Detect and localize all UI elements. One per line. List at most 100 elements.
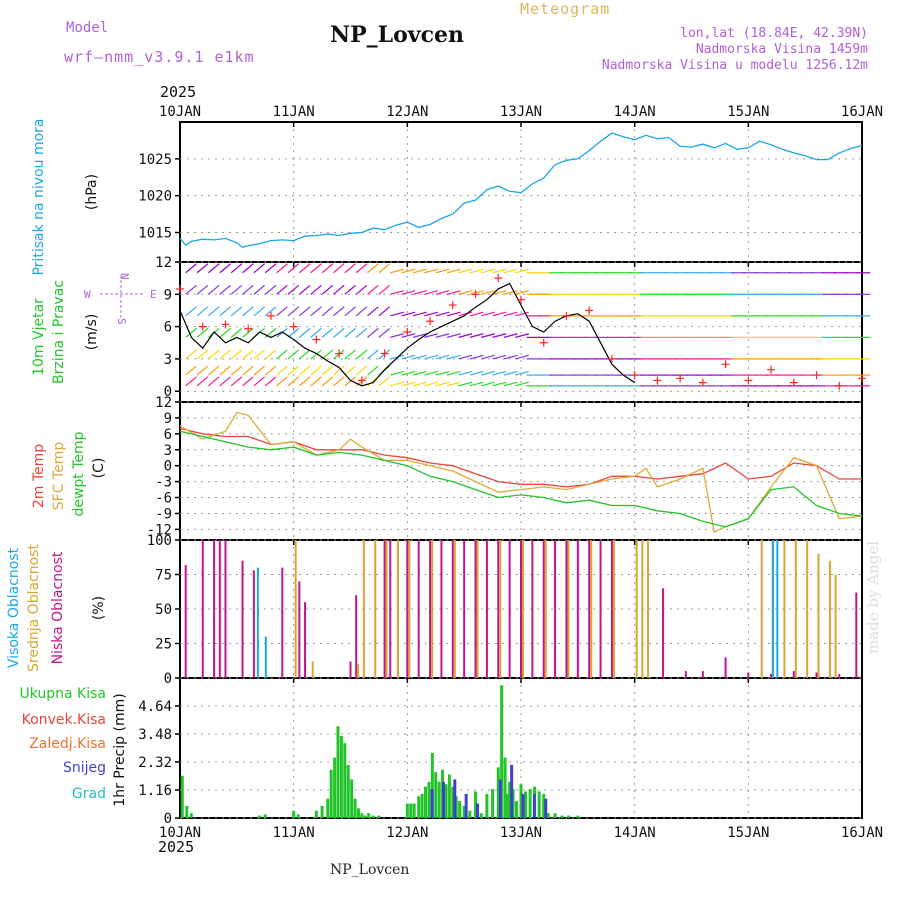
wind-arrow — [458, 311, 473, 317]
panel-frame-temperature — [179, 401, 863, 541]
y-tick-label: 4.64 — [138, 699, 172, 715]
wind-arrow — [401, 354, 416, 360]
rain-total-bar — [462, 805, 466, 818]
rain-total-bar — [560, 815, 564, 818]
compass-n: N — [118, 273, 131, 280]
y-tick-label: 3 — [164, 352, 172, 368]
wind-arrow — [390, 290, 404, 295]
wind-arrow — [446, 333, 461, 338]
wind-arrow — [344, 327, 356, 338]
temp-axis-label: 2m Temp — [31, 444, 47, 508]
wind-arrow — [435, 354, 450, 360]
wind-arrow — [503, 290, 518, 295]
x-tick-label-top: 10JAN — [159, 104, 201, 120]
gust-marker — [789, 378, 798, 387]
wind-arrow — [446, 354, 461, 360]
rain-total-bar — [292, 810, 296, 818]
wind-arrow — [264, 349, 277, 360]
wind-arrow — [321, 376, 334, 387]
x-tick-label-top: 13JAN — [500, 104, 542, 120]
gust-marker — [562, 311, 571, 320]
wind-arrow — [287, 263, 300, 274]
wind-arrow — [196, 365, 209, 376]
y-tick-label: 1015 — [138, 226, 172, 242]
wind-arrow — [230, 306, 243, 317]
wind-arrow — [287, 349, 300, 360]
wind-arrow — [298, 365, 311, 376]
rain-total-bar — [505, 793, 509, 818]
y-tick-label: -6 — [155, 491, 172, 507]
rain-total-bar — [417, 796, 421, 818]
snow-bar — [521, 793, 525, 818]
rain-total-bar — [412, 803, 416, 818]
wind-arrow — [287, 365, 300, 376]
wind-arrow — [344, 365, 356, 376]
wind-arrow — [412, 333, 427, 338]
x-tick-label-bottom: 14JAN — [614, 825, 656, 841]
rain-total-bar — [363, 815, 367, 818]
wind-arrow — [446, 370, 461, 376]
wind-arrow — [276, 376, 288, 387]
temp-unit-label: (C) — [91, 458, 107, 479]
wind-arrow — [458, 354, 473, 360]
snow-bar — [476, 803, 480, 818]
wind-arrow — [401, 268, 416, 274]
rain-total-bar — [437, 781, 441, 818]
rain-total-bar — [447, 774, 451, 818]
wind-arrow — [276, 263, 288, 274]
wind-arrow — [492, 268, 507, 274]
rain-total-bar — [474, 791, 478, 818]
y-tick-label: 1020 — [138, 189, 172, 205]
rain-total-bar — [409, 803, 413, 818]
pressure-axis-label: Pritisak na nivou mora — [31, 118, 47, 275]
wind-axis-label: 10m Vjetar — [31, 298, 47, 376]
wind-arrow — [446, 290, 461, 295]
wind-arrow — [287, 284, 300, 295]
gust-marker — [403, 328, 412, 336]
wind-arrow — [503, 354, 518, 360]
wind-arrow — [230, 349, 243, 360]
precip-legend-item: Snijeg — [63, 760, 106, 776]
wind-arrow — [355, 349, 368, 360]
wind-arrow — [208, 284, 220, 295]
wind-arrow — [276, 327, 288, 338]
wind-arrow — [515, 370, 529, 376]
wind-arrow — [492, 311, 507, 317]
meteogram-label: Meteogram — [520, 0, 611, 18]
wind-arrow — [435, 311, 450, 317]
wind-arrow — [515, 381, 529, 387]
wind-arrow — [321, 349, 334, 360]
wind-arrow — [469, 311, 484, 317]
y-tick-label: 100 — [147, 533, 172, 549]
wind-arrow — [253, 263, 265, 274]
wind-arrow — [355, 365, 368, 376]
rain-total-bar — [180, 775, 184, 818]
y-tick-label: 9 — [164, 287, 172, 303]
wind-arrow — [492, 333, 507, 338]
gust-marker — [357, 376, 366, 385]
wind-arrow — [503, 370, 518, 376]
rain-total-bar — [451, 786, 455, 818]
wind-arrow — [401, 381, 416, 387]
wind-arrow — [344, 284, 356, 295]
precip-legend-item: Zaledj.Kisa — [29, 736, 106, 752]
wind-arrow — [435, 290, 450, 295]
wind-arrow — [367, 365, 379, 376]
rain-total-bar — [491, 789, 495, 818]
wind-arrow — [481, 333, 495, 338]
wind-arrow — [219, 376, 231, 387]
year-top: 2025 — [160, 83, 197, 101]
x-tick-label-bottom: 13JAN — [500, 825, 542, 841]
gust-marker — [448, 301, 457, 310]
wind-arrow — [333, 376, 345, 387]
rain-total-bar — [350, 779, 354, 818]
wind-arrow — [298, 306, 311, 317]
gust-marker — [221, 320, 230, 329]
rain-total-bar — [519, 784, 523, 818]
gust-marker — [539, 338, 548, 347]
wind-arrow — [230, 284, 243, 295]
wind-arrow — [298, 284, 311, 295]
snow-bar — [532, 793, 536, 818]
wind-arrow — [196, 284, 209, 295]
